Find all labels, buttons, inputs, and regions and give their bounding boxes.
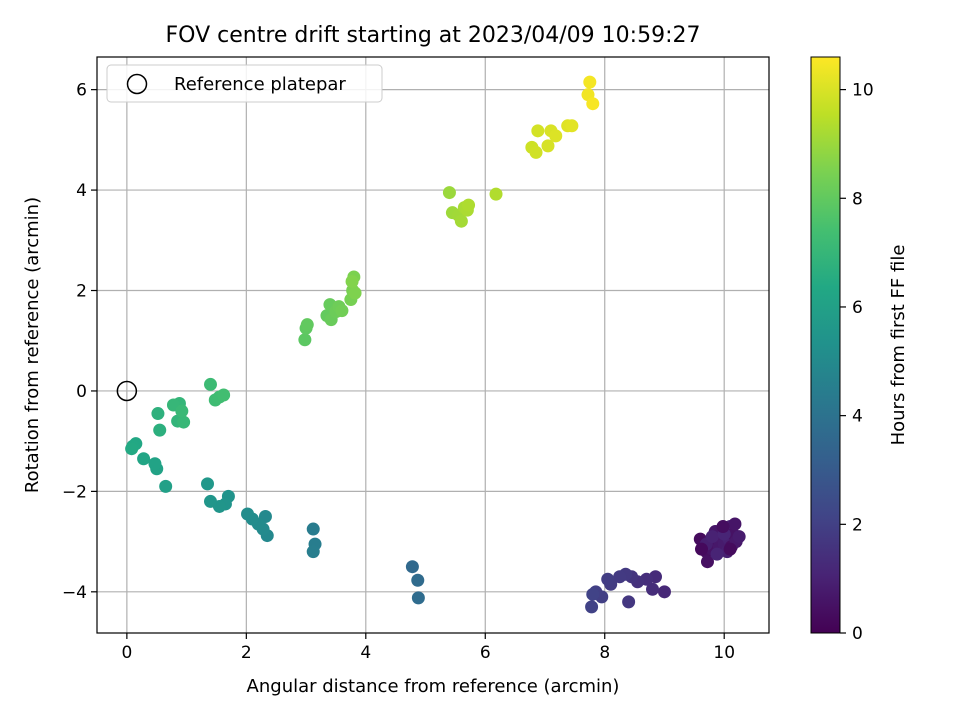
data-point bbox=[462, 198, 476, 212]
data-point bbox=[716, 520, 730, 534]
reference-marker-group bbox=[116, 380, 138, 402]
chart-title: FOV centre drift starting at 2023/04/09 … bbox=[166, 23, 701, 48]
data-point bbox=[583, 75, 597, 89]
colorbar-gradient bbox=[810, 56, 841, 634]
y-tick-label: −4 bbox=[62, 583, 87, 603]
data-points bbox=[125, 75, 746, 614]
data-point bbox=[151, 407, 165, 421]
colorbar-tick-label: 4 bbox=[852, 407, 863, 427]
x-tick-label: 4 bbox=[360, 643, 371, 663]
colorbar-tick-label: 8 bbox=[852, 189, 863, 209]
data-point bbox=[148, 457, 162, 471]
colorbar-label: Hours from first FF file bbox=[888, 245, 909, 446]
data-point bbox=[489, 187, 503, 201]
reference-platepar-marker bbox=[116, 380, 138, 402]
y-tick-label: 2 bbox=[76, 282, 87, 302]
y-axis-ticks: −4 −2 0 2 4 6 bbox=[62, 81, 97, 603]
data-point bbox=[306, 522, 320, 536]
legend-entry-label: Reference platepar bbox=[174, 74, 346, 95]
data-point bbox=[442, 186, 456, 200]
data-point bbox=[646, 582, 660, 596]
y-axis-label: Rotation from reference (arcmin) bbox=[22, 197, 43, 493]
data-point bbox=[657, 585, 671, 599]
y-tick-label: −2 bbox=[62, 482, 87, 502]
data-point bbox=[159, 479, 173, 493]
data-point bbox=[241, 507, 255, 521]
data-point bbox=[345, 274, 359, 288]
data-point bbox=[728, 517, 742, 531]
data-point bbox=[622, 595, 636, 609]
data-point bbox=[549, 129, 563, 143]
x-tick-label: 0 bbox=[121, 643, 132, 663]
data-point bbox=[585, 600, 599, 614]
data-point bbox=[201, 477, 215, 491]
x-axis-ticks: 0 2 4 6 8 10 bbox=[121, 633, 735, 663]
x-tick-label: 8 bbox=[599, 643, 610, 663]
data-point bbox=[411, 591, 425, 605]
data-point bbox=[531, 124, 545, 138]
data-point bbox=[405, 560, 419, 574]
data-point bbox=[203, 377, 217, 391]
x-tick-label: 2 bbox=[241, 643, 252, 663]
data-point bbox=[335, 304, 349, 318]
data-point bbox=[348, 286, 362, 300]
x-tick-label: 10 bbox=[713, 643, 735, 663]
x-axis-label: Angular distance from reference (arcmin) bbox=[247, 676, 620, 697]
data-point bbox=[565, 119, 579, 133]
data-point bbox=[710, 547, 724, 561]
data-point bbox=[586, 587, 600, 601]
data-point bbox=[613, 570, 627, 584]
x-tick-label: 6 bbox=[480, 643, 491, 663]
data-point bbox=[153, 423, 167, 437]
data-point bbox=[541, 139, 555, 153]
data-point bbox=[306, 545, 320, 559]
colorbar-tick-label: 6 bbox=[852, 298, 863, 318]
y-tick-label: 0 bbox=[76, 382, 87, 402]
data-point bbox=[732, 530, 746, 544]
data-point bbox=[700, 555, 714, 569]
legend-open-circle-icon bbox=[126, 73, 148, 95]
data-point bbox=[705, 530, 719, 544]
grid-lines bbox=[97, 57, 769, 633]
y-tick-label: 4 bbox=[76, 181, 87, 201]
y-tick-label: 6 bbox=[76, 81, 87, 101]
colorbar-tick-label: 2 bbox=[852, 515, 863, 535]
data-point bbox=[300, 318, 314, 332]
colorbar: 0 2 4 6 8 10 Hours from first FF file bbox=[810, 56, 909, 644]
data-point bbox=[175, 404, 189, 418]
data-point bbox=[177, 415, 191, 429]
data-point bbox=[723, 542, 737, 556]
data-point bbox=[454, 214, 468, 228]
data-point bbox=[695, 542, 709, 556]
colorbar-tick-label: 10 bbox=[852, 81, 874, 101]
data-point bbox=[137, 452, 151, 466]
data-point bbox=[529, 145, 543, 159]
data-point bbox=[203, 494, 217, 508]
data-point bbox=[601, 572, 615, 586]
colorbar-ticks: 0 2 4 6 8 10 bbox=[840, 81, 874, 644]
data-point bbox=[298, 333, 312, 347]
legend-box bbox=[106, 64, 383, 103]
data-point bbox=[217, 388, 231, 402]
colorbar-tick-label: 0 bbox=[852, 624, 863, 644]
data-point bbox=[586, 97, 600, 111]
plot-frame bbox=[96, 56, 770, 634]
data-point bbox=[411, 573, 425, 587]
data-point bbox=[125, 442, 139, 456]
legend: Reference platepar bbox=[106, 64, 383, 103]
